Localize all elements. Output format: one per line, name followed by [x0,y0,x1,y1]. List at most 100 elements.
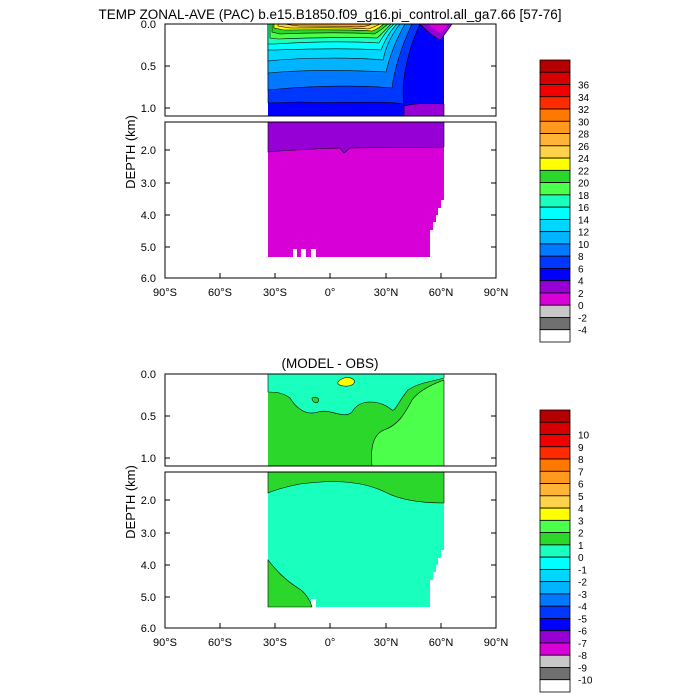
colorbar-label: 3 [578,516,584,527]
colorbar-swatch [539,84,571,98]
colorbar-swatch [539,292,571,306]
bottom-lower-green-top [267,471,445,504]
bottom-xtick-60s: 60°S [208,637,232,649]
top-panel: TEMP ZONAL-AVE (PAC) b.e15.B1850.f09_g16… [98,7,590,343]
colorbar-swatch [539,446,571,460]
colorbar-swatch [539,593,571,607]
colorbar-swatch [539,642,571,656]
colorbar-swatch [539,329,571,343]
colorbar-swatch [539,654,571,668]
colorbar-label: 0 [578,301,584,312]
top-ytick-1-0: 1.0 [141,103,156,115]
colorbar-label: -4 [578,326,587,337]
colorbar-label: 24 [578,154,590,165]
colorbar-swatch [539,434,571,448]
top-upper-magenta-north [428,24,448,33]
colorbar-label: -6 [578,627,587,638]
top-ytick-3-0: 3.0 [141,178,156,190]
bottom-title: (MODEL - OBS) [281,356,378,371]
colorbar-swatch [539,581,571,595]
colorbar-swatch [539,280,571,294]
colorbar-swatch [539,157,571,171]
bottom-xtick-90n: 90°N [484,637,509,649]
colorbar-swatch [539,268,571,282]
colorbar-swatch [539,519,571,534]
top-ytick-2-0: 2.0 [141,145,156,157]
colorbar-swatch [539,532,571,546]
bottom-ytick-4-0: 4.0 [141,560,156,572]
top-xtick-30s: 30°S [263,287,287,299]
bottom-xtick-90s: 90°S [153,637,177,649]
top-lower-field [267,121,445,257]
bottom-lower-cyan [268,472,444,607]
colorbar-swatch [539,458,571,472]
bottom-upper-frame [164,373,497,467]
colorbar-label: 8 [578,455,584,466]
colorbar-label: 32 [578,105,590,116]
colorbar-label: 0 [578,553,584,564]
colorbar-swatch [539,679,571,693]
colorbar-label: 10 [578,240,590,251]
colorbar-swatch [539,605,571,619]
colorbar-label: 30 [578,117,590,128]
bottom-xtick-0: 0° [325,637,336,649]
colorbar-label: 16 [578,203,590,214]
colorbar-label: 12 [578,228,590,239]
colorbar-label: 2 [578,529,584,540]
bottom-upper-small-green [311,396,319,404]
bottom-ytick-0-0: 0.0 [141,369,156,381]
colorbar-swatch [539,507,571,521]
colorbar-swatch [539,630,571,644]
colorbar-swatch [539,409,571,423]
colorbar-label: 34 [578,93,590,104]
colorbar-swatch [539,421,571,435]
bottom-panel: (MODEL - OBS) DEPTH (km) 0.0 0.5 1.0 2.0… [123,356,593,693]
bottom-ytick-6-0: 6.0 [141,623,156,635]
colorbar-swatch [539,59,571,73]
top-ytick-marks [165,23,496,248]
top-xtick-30n: 30°N [374,287,399,299]
bottom-upper-field [267,373,445,467]
bottom-lower-field [267,471,445,608]
colorbar-swatch [539,96,571,110]
colorbar-label: 28 [578,130,590,141]
colorbar-label: 4 [578,277,584,288]
colorbar-label: -9 [578,663,587,674]
bottom-xtick-marks [219,623,442,628]
colorbar-swatch [539,206,571,220]
bottom-ytick-5-0: 5.0 [141,592,156,604]
top-ytick-5-0: 5.0 [141,242,156,254]
colorbar-label: 5 [578,492,584,503]
colorbar-label: 6 [578,264,584,275]
top-upper-frame [164,23,497,117]
colorbar-swatch [539,544,571,558]
colorbar-swatch [539,304,571,318]
top-xtick-60n: 60°N [429,287,454,299]
colorbar-swatch [539,255,571,269]
colorbar-label: -7 [578,639,587,650]
colorbar-swatch [539,618,571,632]
colorbar-label: 36 [578,81,590,92]
top-xtick-90s: 90°S [153,287,177,299]
bottom-ytick-2-0: 2.0 [141,495,156,507]
colorbar-label: -1 [578,565,587,576]
colorbar-label: 7 [578,467,584,478]
bottom-ylabel: DEPTH (km) [123,465,138,539]
colorbar-label: -2 [578,313,587,324]
top-upper-purple-bottom [403,103,445,117]
colorbar-swatch [539,145,571,159]
colorbar-label: 20 [578,179,590,190]
colorbar-swatch [539,495,571,509]
colorbar-label: 18 [578,191,590,202]
colorbar-swatch [539,133,571,147]
colorbar-label: 1 [578,541,584,552]
bottom-ytick-0-5: 0.5 [141,411,156,423]
top-ytick-4-0: 4.0 [141,210,156,222]
bottom-ytick-3-0: 3.0 [141,528,156,540]
colorbar-label: 6 [578,480,584,491]
colorbar-swatch [539,568,571,583]
colorbar-swatch [539,667,571,681]
